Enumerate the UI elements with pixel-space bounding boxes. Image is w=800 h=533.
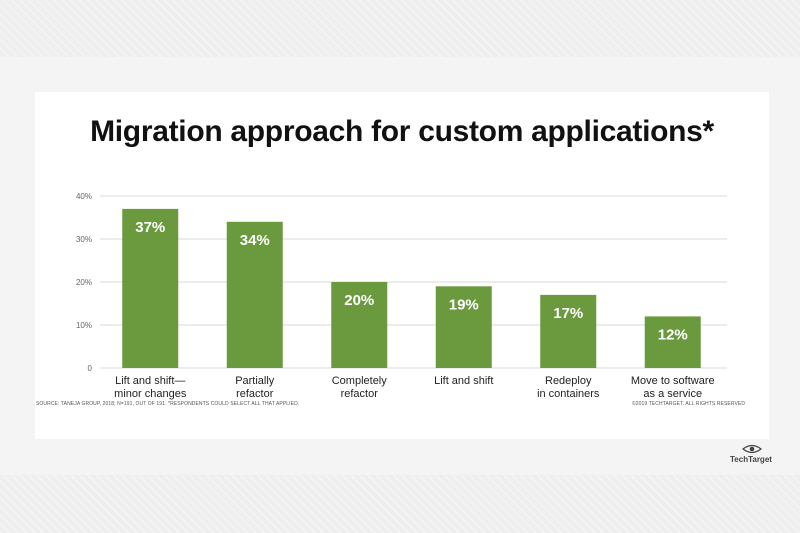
bar: [331, 282, 388, 368]
bar-chart: 0 10% 20% 30% 40% 37% Lift and shift—minor cha…: [76, 192, 727, 400]
x-category-label: minor changes: [114, 388, 187, 400]
bar-value-label: 17%: [553, 305, 583, 322]
chart-frame: Migration approach for custom applicatio…: [0, 57, 800, 475]
x-category-label: as a service: [643, 388, 702, 400]
eye-icon: [742, 444, 762, 454]
bar-value-label: 19%: [449, 296, 479, 313]
y-tick-label: 40%: [76, 192, 92, 201]
x-category-label: Move to software: [631, 375, 715, 387]
x-category-label: Completely: [332, 375, 388, 387]
techtarget-logo: TechTarget: [730, 444, 772, 468]
x-category-label: Partially: [235, 375, 275, 387]
chart-card: Migration approach for custom applicatio…: [35, 92, 769, 439]
x-category-label: refactor: [341, 388, 379, 400]
bar: [122, 208, 179, 368]
y-tick-label: 10%: [76, 321, 92, 330]
x-category-label: in containers: [537, 388, 600, 400]
bar: [226, 221, 283, 368]
bar-value-label: 12%: [658, 326, 688, 343]
y-tick-label: 30%: [76, 235, 92, 244]
x-category-label: refactor: [236, 388, 274, 400]
copyright-note: ©2019 TECHTARGET. ALL RIGHTS RESERVED: [632, 401, 746, 407]
x-category-label: Lift and shift—: [115, 375, 185, 387]
source-note: SOURCE: TANEJA GROUP, 2018; N=191, OUT O…: [36, 401, 300, 407]
bar-value-label: 20%: [344, 292, 374, 309]
y-tick-label: 0: [88, 364, 93, 373]
x-category-label: Lift and shift: [434, 375, 493, 387]
bar: [540, 294, 597, 368]
y-tick-label: 20%: [76, 278, 92, 287]
bar: [435, 286, 492, 368]
bar-value-label: 37%: [135, 219, 165, 236]
bar: [644, 316, 701, 368]
logo-wordmark: TechTarget: [730, 455, 772, 464]
chart-title: Migration approach for custom applicatio…: [90, 115, 714, 148]
x-category-label: Redeploy: [545, 375, 592, 387]
bar-value-label: 34%: [240, 232, 270, 249]
